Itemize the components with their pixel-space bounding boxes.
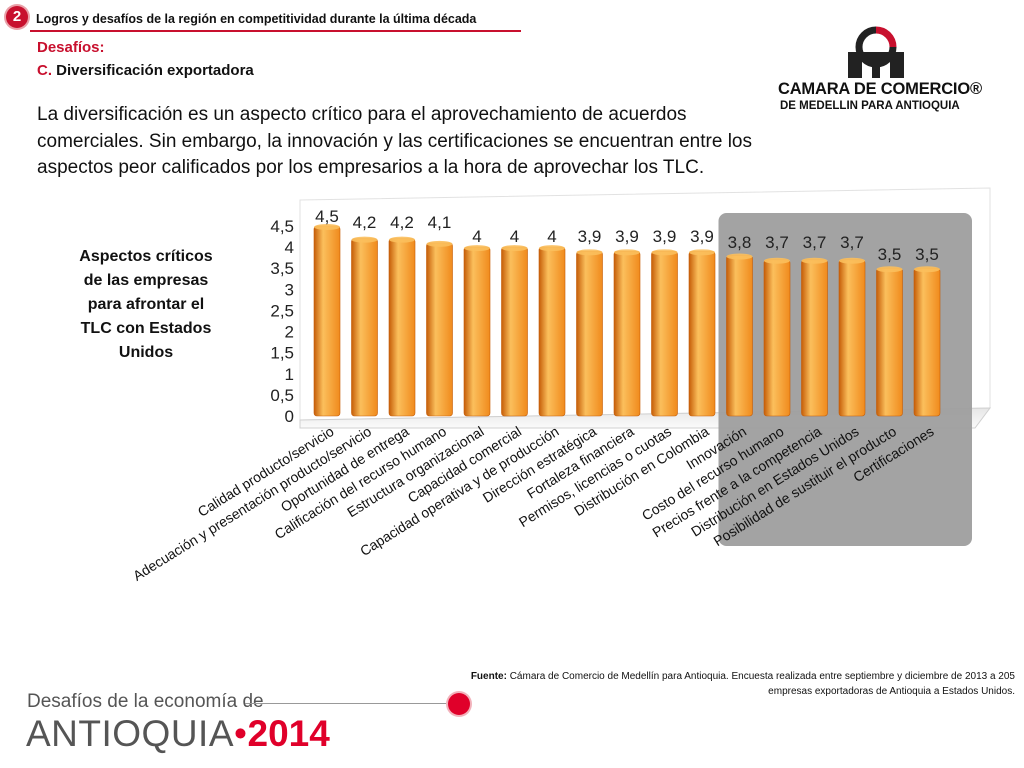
y-tick-label: 1 <box>285 365 294 384</box>
bar <box>876 267 903 417</box>
bar-top <box>689 249 715 256</box>
bar <box>801 259 828 417</box>
y-tick-label: 0 <box>285 407 294 426</box>
source-note: Fuente: Cámara de Comercio de Medellín p… <box>470 669 1015 699</box>
bar-top <box>389 236 415 243</box>
bar-top <box>764 257 790 264</box>
bar <box>576 251 603 417</box>
bar-top <box>314 224 340 230</box>
bar-value-label: 3,9 <box>578 227 602 246</box>
bar <box>613 251 641 417</box>
bar-value-label: 3,7 <box>840 233 864 252</box>
y-tick-label: 2,5 <box>270 301 294 320</box>
footer-title: ANTIOQUIA•2014 <box>26 713 330 755</box>
bar-top <box>876 266 903 273</box>
bar-value-label: 4,5 <box>315 207 339 226</box>
bar-value-label: 3,5 <box>915 245 939 264</box>
y-tick-label: 3,5 <box>270 259 294 278</box>
bar-value-label: 3,9 <box>653 227 677 246</box>
bar <box>763 259 791 417</box>
bar-top <box>426 240 453 247</box>
y-tick-label: 1,5 <box>270 344 294 363</box>
bar <box>388 238 416 417</box>
bar-top <box>464 245 490 252</box>
y-tick-label: 0,5 <box>270 386 294 405</box>
footer-divider <box>245 703 455 704</box>
footer-region: ANTIOQUIA <box>26 713 235 754</box>
footer-year: 2014 <box>247 713 330 754</box>
header-title: Logros y desafíos de la región en compet… <box>36 12 477 26</box>
intro-paragraph: La diversificación es un aspecto crítico… <box>37 104 752 178</box>
bar-top <box>576 249 603 256</box>
bar-value-label: 3,9 <box>690 227 714 246</box>
y-tick-label: 3 <box>285 280 294 299</box>
camara-de-comercio-logo: CAMARA DE COMERCIO® DE MEDELLIN PARA ANT… <box>770 26 1010 121</box>
slide-number-badge: 2 <box>6 6 28 28</box>
bar <box>538 246 566 417</box>
camara-logo-icon <box>848 26 904 78</box>
bar-top <box>651 249 678 256</box>
bar-value-label: 3,7 <box>803 233 827 252</box>
bar-value-label: 4,1 <box>428 213 452 232</box>
bar-top <box>914 266 940 273</box>
bar-value-label: 3,9 <box>615 227 639 246</box>
subsection-letter: C. <box>37 62 52 79</box>
bar <box>463 246 491 417</box>
bar-top <box>351 236 378 243</box>
source-label: Fuente: <box>470 671 507 682</box>
bar-top <box>614 249 640 256</box>
bar-value-label: 3,7 <box>765 233 789 252</box>
bar-value-label: 4,2 <box>353 213 377 232</box>
header-divider <box>30 30 521 32</box>
logo-line-1: CAMARA DE COMERCIO® <box>778 80 982 98</box>
footer-separator: • <box>234 713 248 754</box>
section-label: Desafíos: <box>37 39 105 56</box>
y-tick-label: 4,5 <box>270 217 294 236</box>
subsection-text: Diversificación exportadora <box>56 62 254 79</box>
logo-line-2: DE MEDELLIN PARA ANTIOQUIA <box>780 100 960 112</box>
bar-value-label: 4,2 <box>390 213 414 232</box>
chart-side-title: Aspectos críticos de las empresas para a… <box>79 248 213 361</box>
bar-value-label: 4 <box>472 227 481 246</box>
bar <box>351 238 378 417</box>
bar <box>913 267 941 417</box>
bar <box>501 246 528 417</box>
bar-value-label: 3,5 <box>878 245 902 264</box>
footer-red-dot <box>448 693 470 715</box>
bar-value-label: 3,8 <box>728 233 752 252</box>
bar <box>726 255 753 417</box>
bar <box>313 225 341 417</box>
y-tick-label: 4 <box>285 238 294 257</box>
bar <box>688 251 716 417</box>
bar-top <box>539 245 565 252</box>
subsection-title: C. Diversificación exportadora <box>37 62 254 79</box>
source-text: Cámara de Comercio de Medellín para Anti… <box>509 671 1015 697</box>
bar-top <box>726 253 753 260</box>
bar <box>426 242 453 417</box>
footer-subtitle: Desafíos de la economía de <box>27 691 264 712</box>
bar-top <box>501 245 528 252</box>
bar-top <box>801 257 828 264</box>
y-tick-label: 2 <box>285 323 294 342</box>
bar-top <box>839 257 865 264</box>
bar-value-label: 4 <box>510 227 519 246</box>
bar <box>838 259 866 417</box>
bar <box>651 251 678 417</box>
bar-value-label: 4 <box>547 227 556 246</box>
